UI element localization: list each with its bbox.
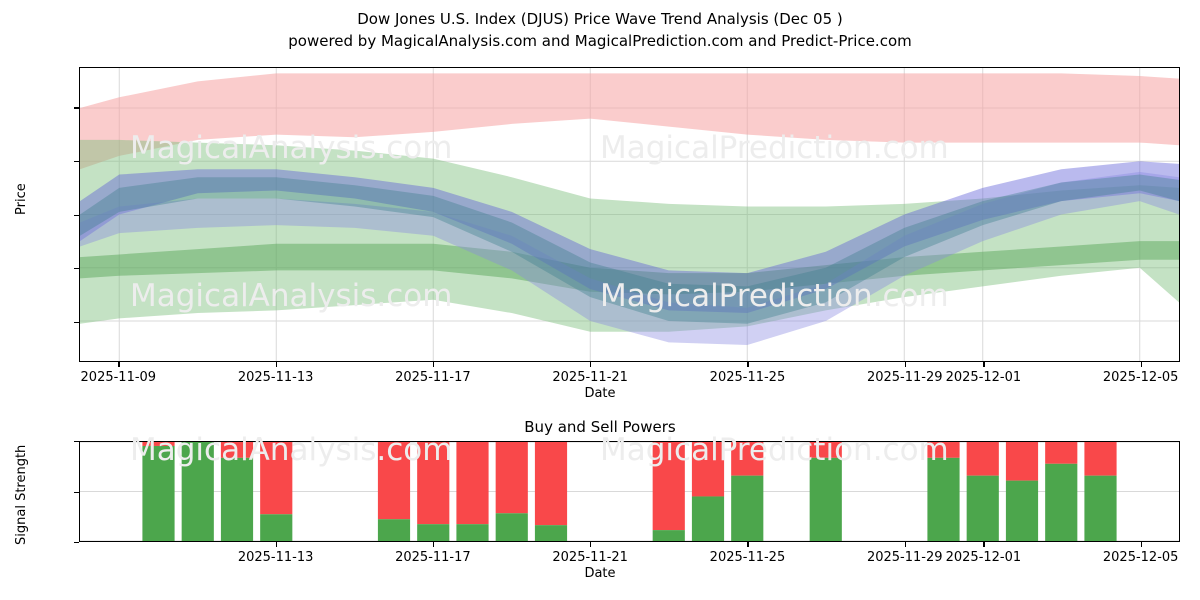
buy-power-bar	[417, 524, 450, 541]
bar-x-tick-mark	[904, 542, 907, 547]
bar-x-tick-label: 2025-11-29	[866, 550, 943, 565]
bar-x-tick-label: 2025-12-05	[1102, 550, 1179, 565]
price-x-tick-label: 2025-12-01	[945, 370, 1022, 385]
price-x-tick-label: 2025-12-05	[1102, 370, 1179, 385]
buy-power-bar	[1084, 475, 1117, 541]
price-wave-svg	[80, 68, 1179, 361]
buy-power-bar	[1045, 463, 1078, 541]
price-y-tick-mark	[74, 214, 79, 216]
price-x-tick-mark	[118, 362, 120, 367]
price-x-tick-mark	[432, 362, 435, 367]
bar-y-tick-mark	[74, 542, 79, 544]
sell-power-bar	[1045, 442, 1078, 464]
buy-power-bar	[495, 513, 528, 541]
bar-x-tick-label: 2025-11-25	[709, 550, 786, 565]
bar-y-tick-mark	[74, 491, 79, 493]
buy-power-bar	[181, 442, 214, 541]
sell-power-bar	[142, 442, 175, 446]
bar-x-tick-label: 2025-11-13	[237, 550, 314, 565]
page-subtitle: powered by MagicalAnalysis.com and Magic…	[288, 32, 912, 50]
buy-power-bar	[142, 445, 175, 541]
bar-x-tick-mark	[983, 542, 985, 547]
price-y-tick-mark	[74, 107, 79, 109]
buy-power-bar	[691, 496, 725, 541]
buy-power-bar	[377, 519, 411, 541]
bar-x-tick-mark	[432, 542, 435, 547]
price-x-tick-label: 2025-11-13	[237, 370, 314, 385]
bar-y-axis-label: Signal Strength	[14, 444, 29, 545]
buy-power-bar	[966, 475, 999, 541]
buy-sell-powers-svg	[80, 442, 1179, 541]
buy-power-bar	[652, 530, 685, 541]
bar-x-tick-mark	[275, 542, 277, 547]
bar-x-tick-label: 2025-12-01	[945, 550, 1022, 565]
bar-x-tick-mark	[1140, 542, 1142, 547]
price-y-axis-label: Price	[14, 183, 29, 215]
sell-power-bar	[456, 442, 489, 525]
sell-power-bar	[220, 442, 254, 458]
bar-x-tick-label: 2025-11-17	[395, 550, 471, 565]
price-x-tick-mark	[904, 362, 907, 367]
buy-power-bar	[809, 457, 842, 541]
sell-power-bar	[652, 442, 685, 531]
price-x-tick-mark	[747, 362, 749, 367]
buy-power-bar	[220, 457, 254, 541]
sell-power-bar	[927, 442, 960, 458]
buy-power-bar	[927, 457, 960, 541]
price-x-tick-mark	[983, 362, 985, 367]
price-x-tick-mark	[590, 362, 592, 367]
bar-x-tick-mark	[590, 542, 592, 547]
price-x-tick-mark	[275, 362, 277, 367]
price-x-tick-label: 2025-11-21	[552, 370, 628, 385]
sell-power-bar	[1005, 442, 1039, 481]
bar-chart-title: Buy and Sell Powers	[524, 418, 676, 436]
buy-power-bar	[456, 524, 489, 541]
sell-power-bar	[966, 442, 999, 476]
sell-power-bar	[809, 442, 842, 458]
sell-power-bar	[731, 442, 764, 476]
buy-sell-powers-plot	[79, 441, 1180, 542]
sell-power-bar	[1084, 442, 1117, 476]
bar-y-tick-mark	[74, 441, 79, 443]
price-x-tick-label: 2025-11-25	[709, 370, 786, 385]
bar-x-tick-mark	[747, 542, 749, 547]
sell-power-bar	[691, 442, 725, 497]
buy-power-bar	[534, 525, 568, 541]
sell-power-bar	[495, 442, 528, 514]
price-x-tick-label: 2025-11-17	[395, 370, 471, 385]
buy-power-bar	[1005, 480, 1039, 541]
buy-power-bar	[731, 475, 764, 541]
sell-power-bar	[534, 442, 568, 526]
bar-x-tick-label: 2025-11-21	[552, 550, 628, 565]
price-y-tick-mark	[74, 268, 79, 270]
sell-power-bar	[377, 442, 411, 520]
price-x-axis-label: Date	[584, 386, 616, 401]
bar-x-axis-label: Date	[584, 566, 616, 581]
page-title: Dow Jones U.S. Index (DJUS) Price Wave T…	[357, 10, 843, 28]
price-x-tick-label: 2025-11-09	[80, 370, 157, 385]
chart-title-block: Dow Jones U.S. Index (DJUS) Price Wave T…	[0, 8, 1200, 52]
price-y-tick-mark	[74, 160, 79, 163]
price-y-tick-mark	[74, 321, 79, 324]
sell-power-bar	[417, 442, 450, 525]
price-x-tick-label: 2025-11-29	[866, 370, 943, 385]
price-x-tick-mark	[1140, 362, 1142, 367]
buy-power-bar	[260, 514, 293, 541]
sell-power-bar	[260, 442, 293, 515]
price-wave-plot	[79, 67, 1180, 362]
